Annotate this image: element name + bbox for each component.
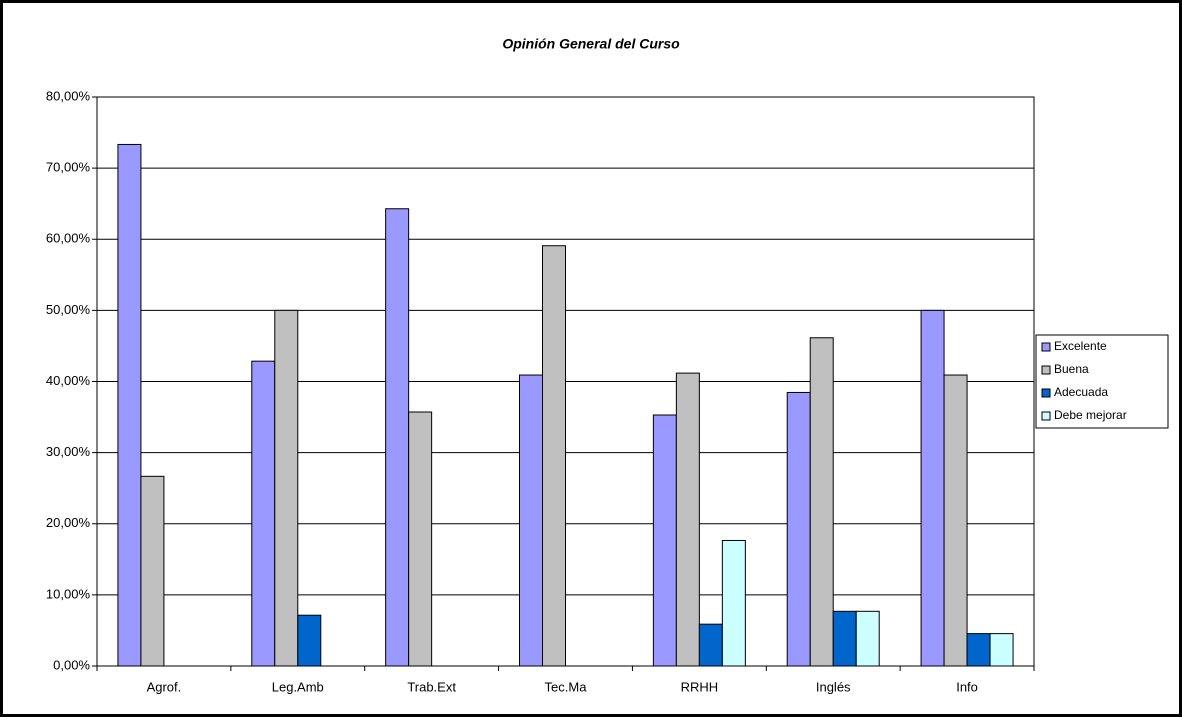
bar: [519, 374, 543, 667]
bar: [542, 245, 566, 667]
bar: [385, 208, 410, 667]
x-tick-label: Inglés: [816, 679, 851, 694]
y-tick-label: 10,00%: [46, 586, 91, 601]
bar: [721, 539, 746, 667]
y-tick-label: 30,00%: [46, 444, 91, 459]
y-tick-label: 80,00%: [46, 88, 91, 103]
x-tick-label: Trab.Ext: [407, 679, 456, 694]
x-tick-label: Info: [956, 679, 978, 694]
legend-swatch: [1041, 411, 1051, 421]
bar: [855, 610, 880, 667]
y-tick-label: 50,00%: [46, 302, 91, 317]
y-tick-label: 70,00%: [46, 160, 91, 175]
bar: [117, 143, 142, 667]
bar: [675, 372, 700, 667]
y-tick-label: 40,00%: [46, 373, 91, 388]
x-tick-label: Tec.Ma: [545, 679, 588, 694]
bar: [989, 633, 1014, 667]
legend-label: Debe mejorar: [1054, 408, 1127, 422]
y-tick-label: 0,00%: [53, 657, 90, 672]
bar: [920, 309, 945, 667]
x-tick-label: RRHH: [681, 679, 719, 694]
bar: [809, 337, 834, 667]
bar: [698, 623, 723, 667]
y-tick-label: 20,00%: [46, 515, 91, 530]
legend-box: [1035, 334, 1169, 429]
bar: [786, 391, 811, 667]
bar: [297, 614, 322, 667]
bar: [966, 633, 991, 667]
y-tick-label: 60,00%: [46, 231, 91, 246]
legend-swatch: [1041, 365, 1051, 375]
legend-label: Buena: [1054, 362, 1089, 376]
bar: [408, 411, 433, 667]
legend-swatch: [1041, 342, 1051, 352]
bar: [140, 475, 165, 667]
bar: [274, 309, 299, 667]
bar: [832, 610, 857, 667]
x-tick-label: Agrof.: [147, 679, 182, 694]
bar: [251, 360, 276, 667]
bar: [943, 374, 968, 667]
legend-label: Adecuada: [1054, 385, 1108, 399]
legend-label: Excelente: [1054, 339, 1107, 353]
x-tick-label: Leg.Amb: [272, 679, 324, 694]
legend-swatch: [1041, 388, 1051, 398]
bar: [652, 414, 677, 667]
chart-title: Opinión General del Curso: [502, 36, 680, 52]
